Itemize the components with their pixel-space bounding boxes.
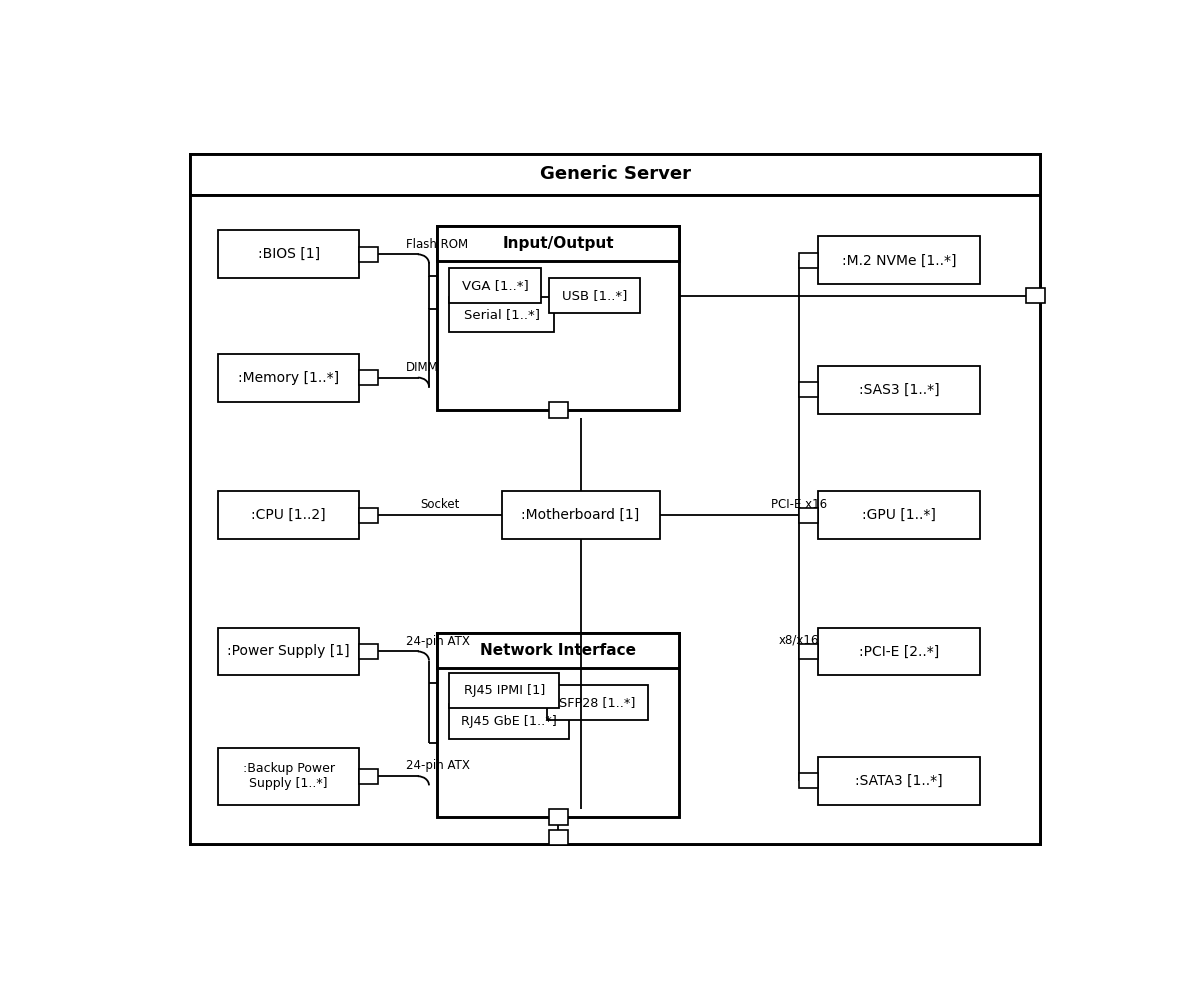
Bar xyxy=(1026,288,1045,303)
Bar xyxy=(548,402,568,418)
Bar xyxy=(359,247,378,262)
Bar xyxy=(190,154,1040,195)
Text: Network Interface: Network Interface xyxy=(480,643,636,658)
Bar xyxy=(359,644,378,659)
Text: :GPU [1..*]: :GPU [1..*] xyxy=(862,508,936,523)
Text: :Motherboard [1]: :Motherboard [1] xyxy=(522,508,640,523)
Text: Socket: Socket xyxy=(420,498,460,511)
Bar xyxy=(450,674,559,708)
Bar xyxy=(190,195,1040,844)
Bar xyxy=(450,296,553,332)
Text: Generic Server: Generic Server xyxy=(540,165,690,184)
Bar xyxy=(359,508,378,523)
Text: x8/x16: x8/x16 xyxy=(779,634,820,647)
Bar xyxy=(218,627,359,676)
Bar xyxy=(817,366,980,414)
Text: Serial [1..*]: Serial [1..*] xyxy=(463,307,540,321)
Bar xyxy=(799,644,817,659)
Bar xyxy=(218,230,359,279)
Bar xyxy=(817,627,980,676)
Bar xyxy=(548,809,568,825)
Bar xyxy=(218,748,359,805)
Bar xyxy=(817,491,980,539)
Bar xyxy=(437,226,679,410)
Text: :BIOS [1]: :BIOS [1] xyxy=(258,247,319,262)
Bar xyxy=(450,268,541,302)
Bar xyxy=(817,757,980,805)
Bar xyxy=(437,226,679,261)
Text: :M.2 NVMe [1..*]: :M.2 NVMe [1..*] xyxy=(842,254,956,268)
Bar xyxy=(502,491,660,539)
Bar xyxy=(548,830,568,845)
Bar xyxy=(547,686,648,720)
Text: SFP28 [1..*]: SFP28 [1..*] xyxy=(559,697,636,709)
Text: :PCI-E [2..*]: :PCI-E [2..*] xyxy=(859,644,940,658)
Text: RJ45 GbE [1..*]: RJ45 GbE [1..*] xyxy=(461,714,557,728)
Text: :Backup Power
Supply [1..*]: :Backup Power Supply [1..*] xyxy=(242,762,335,790)
Text: DIMM: DIMM xyxy=(406,361,438,373)
Text: :SATA3 [1..*]: :SATA3 [1..*] xyxy=(856,774,943,787)
Text: :CPU [1..2]: :CPU [1..2] xyxy=(251,508,326,523)
Text: :Memory [1..*]: :Memory [1..*] xyxy=(238,370,340,384)
Bar xyxy=(817,236,980,285)
Text: 24-pin ATX: 24-pin ATX xyxy=(406,634,469,647)
Bar xyxy=(359,769,378,783)
Bar xyxy=(437,633,679,817)
Bar xyxy=(359,370,378,385)
Text: VGA [1..*]: VGA [1..*] xyxy=(462,279,528,291)
Bar xyxy=(548,279,640,313)
Bar xyxy=(799,508,817,523)
Bar xyxy=(450,703,569,739)
Text: Flash ROM: Flash ROM xyxy=(406,237,468,251)
Bar xyxy=(799,253,817,268)
Bar xyxy=(437,633,679,668)
Text: :Power Supply [1]: :Power Supply [1] xyxy=(227,644,350,658)
Text: PCI-E x16: PCI-E x16 xyxy=(772,498,827,511)
Text: USB [1..*]: USB [1..*] xyxy=(562,289,628,302)
Text: 24-pin ATX: 24-pin ATX xyxy=(406,760,469,773)
Bar xyxy=(218,354,359,401)
Bar xyxy=(799,382,817,397)
Text: RJ45 IPMI [1]: RJ45 IPMI [1] xyxy=(463,685,545,698)
Text: :SAS3 [1..*]: :SAS3 [1..*] xyxy=(859,382,940,397)
Bar xyxy=(218,491,359,539)
Text: Input/Output: Input/Output xyxy=(503,236,614,251)
Bar xyxy=(799,774,817,788)
